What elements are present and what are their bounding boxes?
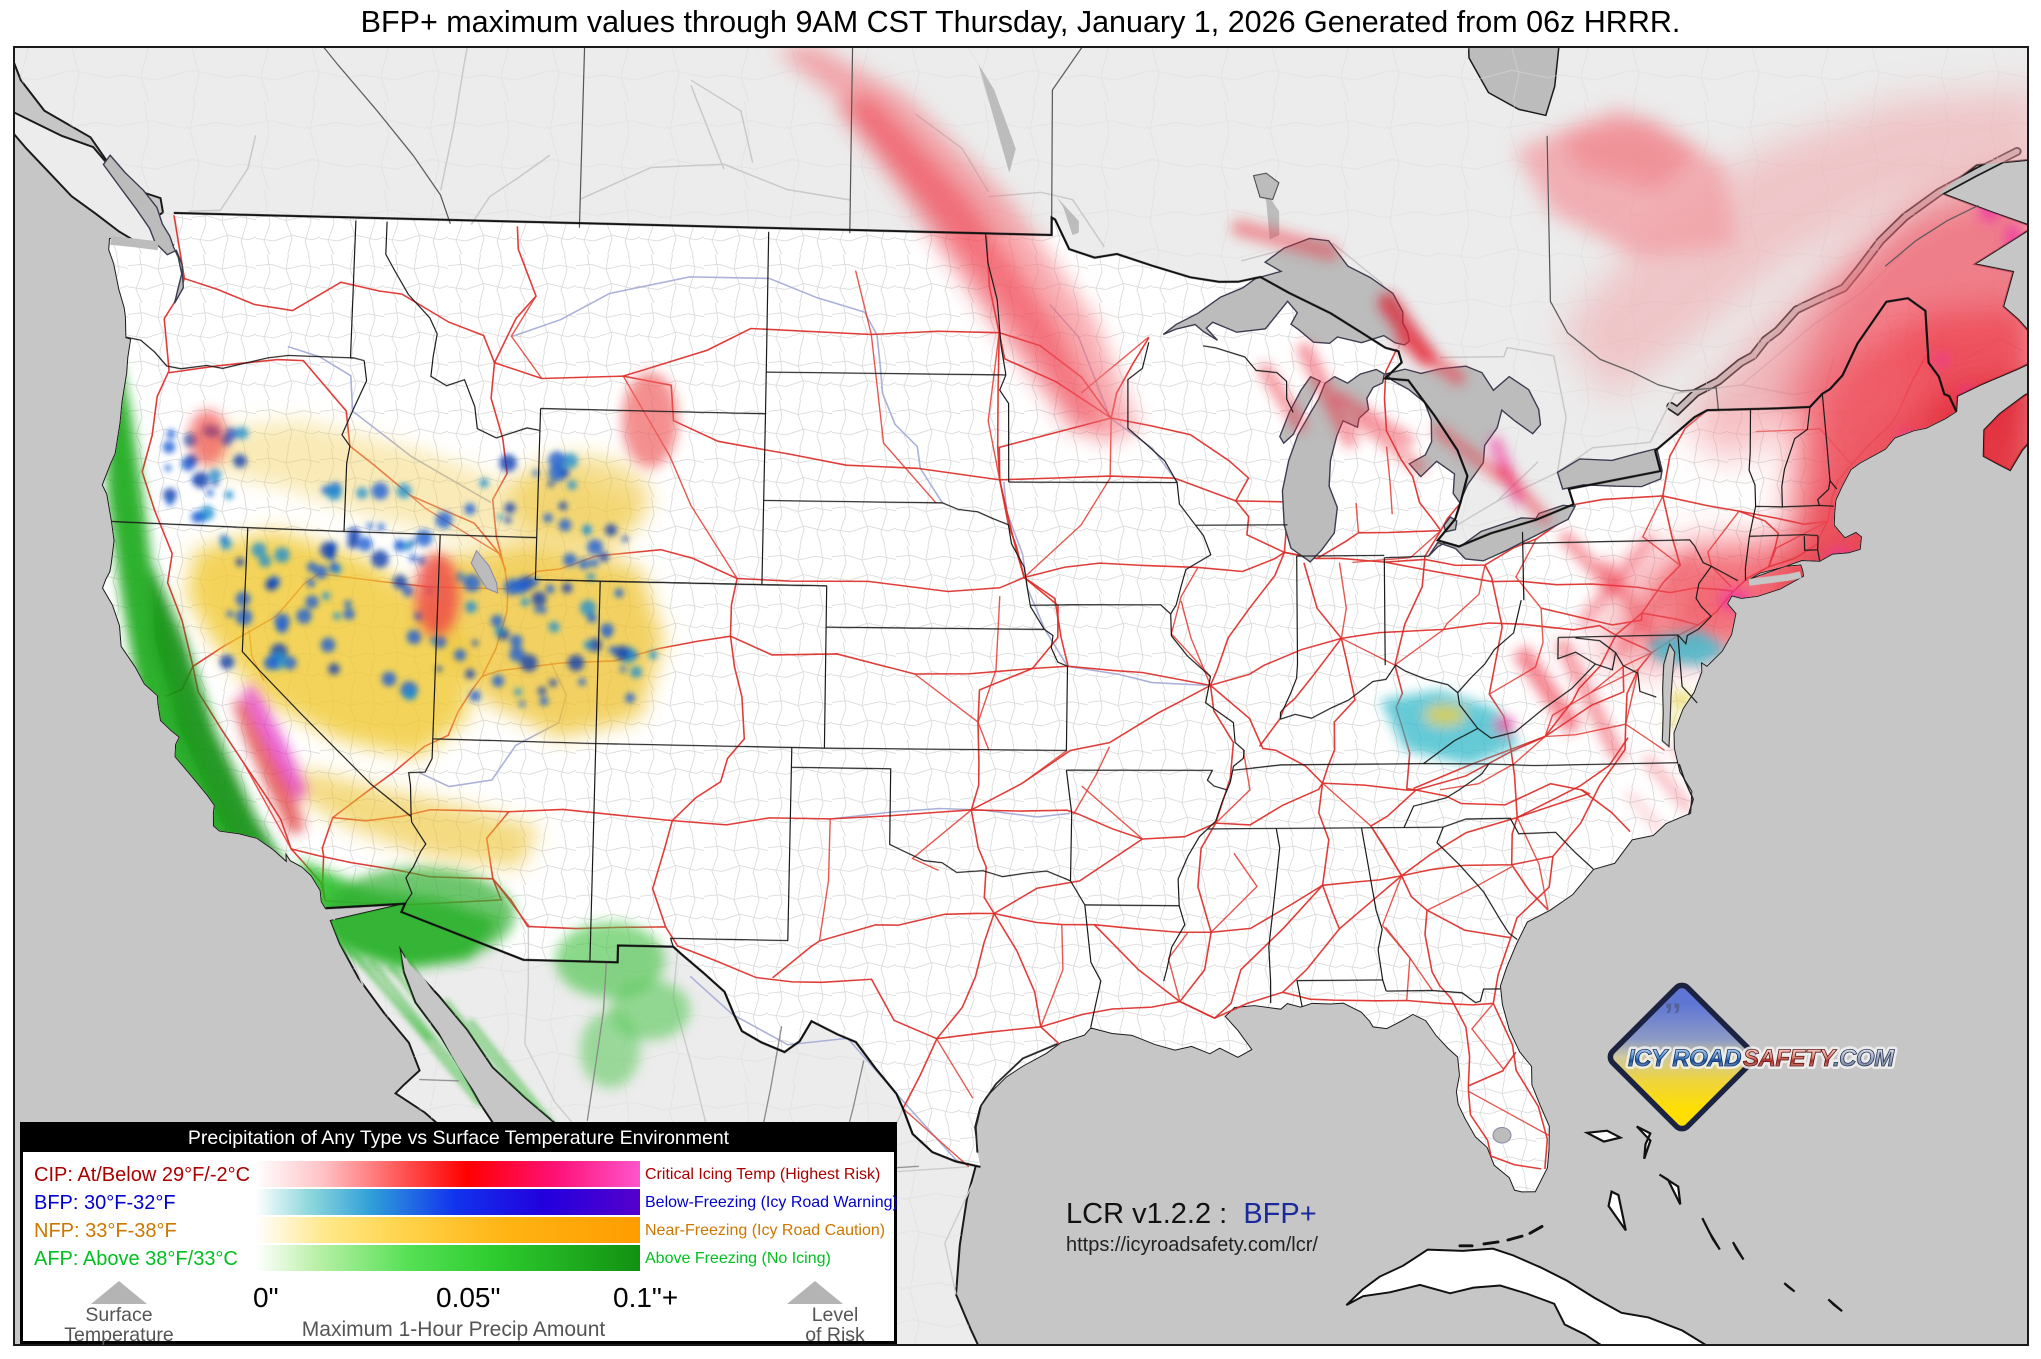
svg-text:ICY ROAD: ICY ROAD bbox=[1628, 1045, 1741, 1072]
svg-text:’’: ’’ bbox=[1664, 997, 1682, 1035]
svg-text:SAFETY: SAFETY bbox=[1743, 1045, 1837, 1072]
svg-text:.COM: .COM bbox=[1833, 1045, 1895, 1072]
svg-text:ICY ROAD: ICY ROAD bbox=[1628, 1045, 1741, 1072]
svg-text:SAFETY: SAFETY bbox=[1743, 1045, 1837, 1072]
svg-text:.COM: .COM bbox=[1833, 1045, 1895, 1072]
